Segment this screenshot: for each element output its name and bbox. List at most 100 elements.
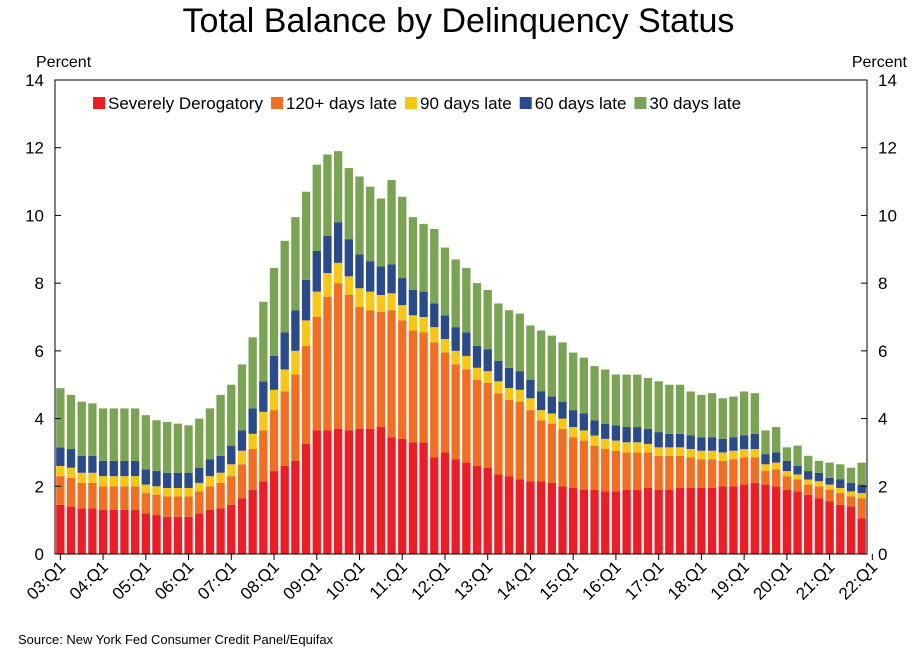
x-tick-label: 06:Q1 — [151, 557, 197, 603]
bar-segment-90-days-late-9 — [152, 486, 161, 495]
bar-segment-30-days-late-41 — [494, 303, 503, 362]
bar-segment-120-days-late-26 — [333, 283, 343, 429]
bar-segment-90-days-late-67 — [772, 462, 781, 470]
bar-segment-90-days-late-25 — [323, 272, 332, 297]
bar-segment-30-days-late-21 — [280, 240, 289, 333]
bar-segment-30-days-late-37 — [451, 259, 460, 328]
bar-segment-30-days-late-43 — [515, 313, 524, 372]
bar-segment-120-days-late-48 — [569, 437, 578, 488]
bar-segment-120-days-late-25 — [323, 296, 332, 431]
legend-swatch — [634, 97, 647, 109]
bar-segment-90-days-late-0 — [56, 465, 65, 477]
bar-segment-60-days-late-48 — [569, 410, 578, 428]
bar-segment-30-days-late-40 — [483, 289, 492, 350]
x-tick-label: 12:Q1 — [408, 557, 454, 603]
bar-segment-120-days-late-12 — [184, 496, 193, 517]
bar-segment-60-days-late-55 — [643, 428, 653, 444]
bar-segment-severely-derogatory-1 — [66, 506, 76, 554]
bar-segment-30-days-late-7 — [130, 408, 140, 461]
bar-segment-90-days-late-71 — [814, 481, 824, 487]
bar-segment-120-days-late-60 — [697, 459, 706, 488]
bar-segment-120-days-late-59 — [686, 457, 695, 488]
bar-segment-60-days-late-29 — [366, 261, 375, 292]
bar-segment-90-days-late-21 — [280, 369, 289, 392]
legend-label: 120+ days late — [286, 94, 397, 113]
bar-segment-60-days-late-18 — [248, 408, 257, 434]
bar-segment-30-days-late-9 — [152, 420, 161, 472]
y-tick-label-left: 14 — [25, 71, 44, 90]
bar-segment-120-days-late-54 — [633, 452, 642, 490]
bar-segment-120-days-late-32 — [398, 320, 407, 439]
bar-segment-severely-derogatory-68 — [782, 489, 792, 554]
bar-segment-60-days-late-51 — [601, 423, 610, 439]
bar-segment-60-days-late-10 — [163, 472, 172, 488]
bar-segment-60-days-late-52 — [611, 425, 621, 441]
bar-segment-120-days-late-43 — [515, 401, 524, 480]
bar-segment-severely-derogatory-64 — [739, 484, 749, 554]
bar-segment-60-days-late-63 — [729, 437, 738, 451]
x-tick-label: 05:Q1 — [108, 557, 154, 603]
bar-segment-60-days-late-4 — [98, 460, 108, 477]
bar-segment-severely-derogatory-36 — [440, 452, 450, 554]
y-tick-label-left: 4 — [35, 410, 44, 429]
bar-segment-60-days-late-73 — [836, 479, 845, 488]
bar-segment-90-days-late-47 — [558, 418, 567, 429]
bar-segment-severely-derogatory-19 — [259, 481, 268, 554]
bar-segment-120-days-late-27 — [344, 294, 353, 431]
bar-segment-120-days-late-21 — [280, 391, 289, 466]
bar-segment-60-days-late-28 — [355, 254, 364, 289]
bar-segment-90-days-late-46 — [547, 413, 556, 424]
bar-segment-120-days-late-29 — [366, 310, 375, 429]
bar-segment-60-days-late-34 — [419, 291, 428, 317]
y-tick-label-left: 0 — [35, 545, 44, 564]
bar-segment-severely-derogatory-8 — [141, 513, 150, 554]
bar-segment-30-days-late-70 — [804, 455, 813, 472]
bar-segment-60-days-late-67 — [772, 452, 781, 463]
bar-segment-120-days-late-53 — [622, 452, 631, 490]
bar-segment-30-days-late-57 — [665, 384, 674, 434]
bar-segment-severely-derogatory-2 — [77, 508, 86, 554]
bar-segment-120-days-late-4 — [98, 486, 108, 510]
bar-segment-severely-derogatory-43 — [515, 479, 524, 554]
bar-segment-90-days-late-11 — [173, 487, 183, 497]
bar-segment-severely-derogatory-74 — [846, 506, 856, 554]
bar-segment-severely-derogatory-26 — [333, 428, 343, 554]
bar-segment-90-days-late-50 — [590, 435, 599, 446]
bar-segment-30-days-late-71 — [814, 460, 824, 473]
bar-segment-severely-derogatory-21 — [280, 465, 289, 554]
source-note: Source: New York Fed Consumer Credit Pan… — [18, 632, 334, 647]
bar-segment-120-days-late-23 — [301, 345, 311, 444]
bar-segment-120-days-late-19 — [259, 430, 268, 482]
bar-segment-30-days-late-20 — [269, 267, 279, 356]
bar-segment-30-days-late-39 — [472, 283, 482, 346]
bar-segment-120-days-late-39 — [472, 379, 482, 466]
bar-segment-30-days-late-2 — [77, 401, 86, 456]
bar-segment-30-days-late-22 — [291, 217, 300, 311]
bar-segment-30-days-late-18 — [248, 337, 257, 409]
bar-segment-120-days-late-58 — [675, 455, 685, 488]
bar-segment-90-days-late-5 — [109, 476, 118, 487]
bar-segment-120-days-late-65 — [750, 457, 759, 483]
bar-segment-120-days-late-55 — [643, 452, 653, 488]
bar-segment-30-days-late-17 — [237, 364, 247, 431]
bar-segment-severely-derogatory-35 — [430, 457, 439, 554]
bar-segment-90-days-late-14 — [205, 476, 215, 487]
bar-segment-120-days-late-71 — [814, 486, 824, 499]
bar-segment-severely-derogatory-16 — [227, 504, 236, 554]
bar-segment-90-days-late-41 — [494, 381, 503, 394]
bar-segment-60-days-late-69 — [793, 465, 802, 475]
bar-segment-90-days-late-69 — [793, 474, 802, 480]
bar-segment-90-days-late-19 — [259, 411, 268, 431]
bar-segment-60-days-late-54 — [633, 427, 642, 443]
bar-segment-30-days-late-28 — [355, 176, 364, 255]
bar-segment-60-days-late-75 — [857, 484, 866, 494]
bar-segment-severely-derogatory-59 — [686, 487, 695, 554]
bar-segment-severely-derogatory-73 — [836, 504, 845, 554]
bar-segment-30-days-late-75 — [857, 462, 866, 485]
x-tick-label: 22:Q1 — [835, 557, 881, 603]
bar-segment-severely-derogatory-38 — [462, 462, 471, 554]
bar-segment-90-days-late-30 — [376, 294, 386, 312]
legend-swatch — [93, 97, 105, 109]
bar-segment-90-days-late-49 — [579, 430, 589, 441]
x-tick-label: 17:Q1 — [621, 557, 667, 603]
